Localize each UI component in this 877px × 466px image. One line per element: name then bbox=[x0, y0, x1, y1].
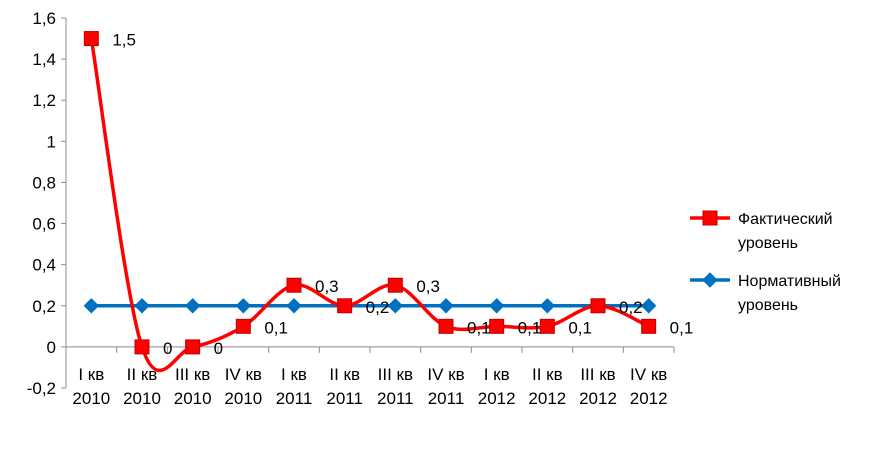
data-label: 0,2 bbox=[619, 298, 643, 317]
legend-label: уровень bbox=[738, 235, 798, 252]
legend: Фактический уровень Нормативный уровень bbox=[690, 210, 841, 314]
data-label: 0 bbox=[163, 339, 172, 358]
data-point-1 bbox=[134, 298, 150, 314]
data-point-0 bbox=[641, 318, 657, 334]
legend-label: Фактический bbox=[738, 211, 833, 228]
data-point-1 bbox=[640, 298, 657, 314]
y-tick-label: 0,4 bbox=[32, 256, 56, 275]
x-tick-label: IV кв bbox=[630, 365, 667, 384]
data-point-0 bbox=[438, 318, 454, 334]
x-tick-label: IV кв bbox=[427, 365, 464, 384]
y-tick-label: 1,2 bbox=[32, 91, 56, 110]
x-tick-label: 2010 bbox=[72, 389, 110, 408]
data-point-0 bbox=[134, 339, 150, 355]
series-line-0 bbox=[89, 38, 650, 373]
data-point-0 bbox=[539, 318, 555, 334]
x-tick-label: 2011 bbox=[276, 389, 313, 408]
legend-marker-0 bbox=[702, 210, 718, 226]
data-point-1 bbox=[539, 298, 556, 314]
y-tick-label: -0,2 bbox=[27, 379, 56, 398]
data-label: 0,1 bbox=[467, 318, 491, 337]
data-point-0 bbox=[590, 298, 606, 314]
x-tick-label: I кв bbox=[281, 365, 307, 384]
x-tick-label: II кв bbox=[329, 365, 360, 384]
x-tick-label: 2010 bbox=[123, 389, 161, 408]
x-tick-label: II кв bbox=[532, 365, 563, 384]
x-tick-label: I кв bbox=[78, 365, 104, 384]
data-point-0 bbox=[235, 318, 251, 334]
y-tick-label: 1,6 bbox=[32, 9, 56, 28]
data-point-1 bbox=[235, 298, 252, 314]
data-label: 1,5 bbox=[112, 31, 136, 50]
x-tick-label: II кв bbox=[127, 365, 158, 384]
y-tick-label: 0,2 bbox=[32, 297, 56, 316]
x-tick-label: 2012 bbox=[630, 389, 668, 408]
data-labels: 1,5 0 0 0,1 0,3 0,2 0,3 0,1 0,1 0,1 0,2 0,1 bbox=[112, 31, 693, 358]
x-tick-label: III кв bbox=[378, 365, 413, 384]
data-label: 0,1 bbox=[670, 318, 694, 337]
x-tick-label: III кв bbox=[580, 365, 615, 384]
data-label: 0,1 bbox=[518, 318, 542, 337]
x-tick-label: 2010 bbox=[174, 389, 212, 408]
data-point-0 bbox=[387, 277, 403, 293]
x-tick-label: 2010 bbox=[224, 389, 262, 408]
y-tick-label: 0,8 bbox=[32, 173, 56, 192]
data-label: 0 bbox=[214, 339, 223, 358]
x-tick-label: IV кв bbox=[225, 365, 262, 384]
data-point-1 bbox=[83, 298, 100, 314]
x-tick-label: 2012 bbox=[579, 389, 617, 408]
data-point-1 bbox=[184, 298, 201, 314]
axes: -0,2 0 0,2 0,4 0,6 0,8 1 1,2 1,4 1,6 I кв 2010 II кв… bbox=[27, 9, 675, 408]
y-tick-label: 0 bbox=[47, 338, 56, 357]
x-tick-label: 2012 bbox=[528, 389, 566, 408]
x-tick-label: III кв bbox=[175, 365, 210, 384]
y-tick-label: 0,6 bbox=[32, 215, 56, 234]
data-point-1 bbox=[488, 298, 505, 314]
data-point-0 bbox=[286, 277, 302, 293]
data-label: 0,3 bbox=[416, 277, 440, 296]
legend-label: уровень bbox=[738, 297, 798, 314]
data-label: 0,1 bbox=[264, 318, 288, 337]
data-label: 0,3 bbox=[315, 277, 339, 296]
x-tick-label: 2012 bbox=[478, 389, 516, 408]
legend-marker-1 bbox=[702, 272, 718, 288]
series-layer bbox=[83, 31, 657, 373]
x-tick-label: 2011 bbox=[428, 389, 465, 408]
data-point-0 bbox=[185, 339, 201, 355]
y-tick-label: 1,4 bbox=[32, 50, 56, 69]
data-point-1 bbox=[286, 298, 302, 314]
legend-label: Нормативный bbox=[738, 273, 841, 290]
y-tick-label: 1 bbox=[47, 132, 56, 151]
data-point-0 bbox=[337, 298, 353, 314]
data-label: 0,1 bbox=[568, 318, 592, 337]
x-tick-label: 2011 bbox=[377, 389, 414, 408]
data-point-0 bbox=[83, 31, 99, 47]
x-tick-label: 2011 bbox=[326, 389, 363, 408]
x-tick-label: I кв bbox=[484, 365, 510, 384]
data-label: 0,2 bbox=[366, 298, 390, 317]
data-point-1 bbox=[387, 298, 404, 314]
data-point-1 bbox=[438, 298, 454, 314]
data-point-0 bbox=[489, 318, 505, 334]
